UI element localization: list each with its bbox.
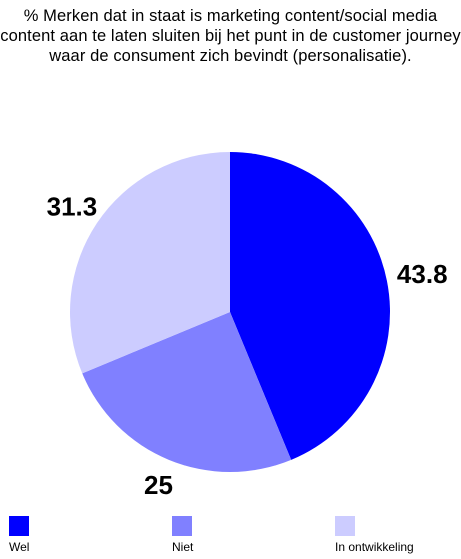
legend-label-in-ontwikkeling: In ontwikkeling: [335, 540, 414, 554]
legend-swatch-wel: [9, 516, 29, 536]
chart-title: % Merken dat in staat is marketing conte…: [0, 7, 461, 65]
pie-slice-wel: [230, 152, 390, 460]
legend-label-niet: Niet: [172, 540, 194, 554]
legend-swatch-niet: [172, 516, 192, 536]
data-label-wel: 43.8: [397, 259, 448, 289]
data-label-in-ontwikkeling: 31.3: [47, 192, 98, 222]
legend-swatch-in-ontwikkeling: [335, 516, 355, 536]
pie-slice-niet: [82, 312, 292, 472]
pie-slice-in-ontwikkeling: [69, 152, 230, 374]
legend: Wel Niet In ontwikkeling: [0, 516, 461, 559]
data-label-niet: 25: [144, 470, 173, 500]
legend-label-wel: Wel: [9, 540, 30, 554]
